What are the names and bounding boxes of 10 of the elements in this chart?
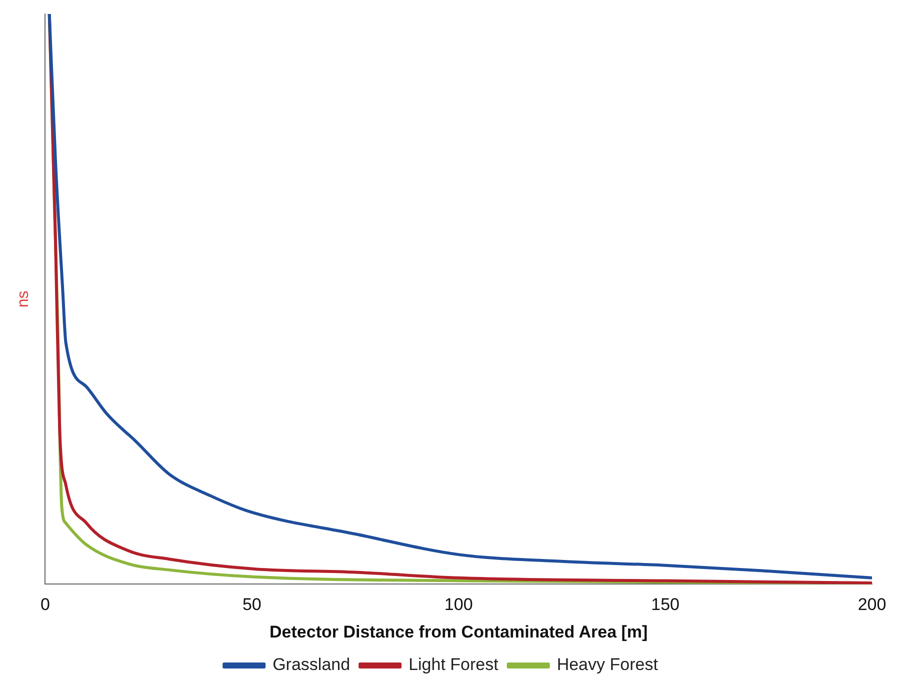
y-axis-title: ns [15, 290, 32, 308]
x-tick-label: 100 [444, 595, 473, 614]
legend-label: Heavy Forest [556, 655, 658, 674]
x-tick-label: 150 [651, 595, 680, 614]
x-tick-label: 200 [858, 595, 886, 614]
x-axis-title: Detector Distance from Contaminated Area [m] [270, 622, 648, 642]
x-tick-label: 50 [242, 595, 262, 614]
legend-label: Grassland [272, 655, 350, 674]
legend-label: Light Forest [408, 655, 499, 674]
x-tick-label: 0 [40, 595, 50, 614]
